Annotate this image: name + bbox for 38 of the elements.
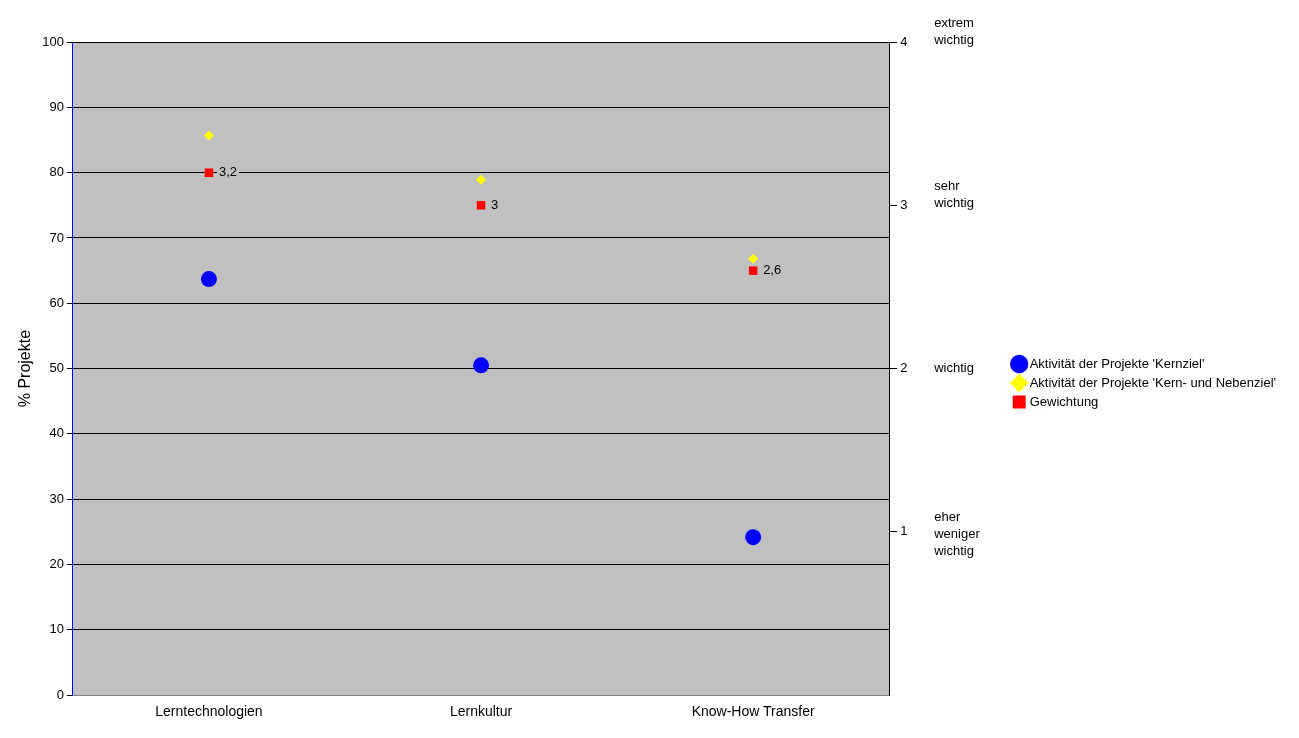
y-axis-title: % Projekte	[16, 329, 34, 408]
text: eher weniger wichtig	[933, 509, 981, 559]
text: wichtig	[933, 360, 974, 376]
y-tick-label: 80	[49, 164, 64, 180]
y-tick-label: 70	[49, 229, 64, 245]
y-tick-label: 0	[56, 686, 64, 702]
y-tick-label: 100	[42, 33, 64, 49]
point	[476, 201, 486, 210]
legend-label: Aktivität der Projekte 'Kernziel'	[1029, 355, 1205, 371]
point	[203, 130, 214, 141]
x-tick-label: Lerntechnologien	[155, 703, 263, 720]
y-tick-label: 40	[49, 425, 64, 441]
y-tick-label: 10	[49, 621, 64, 637]
point	[204, 168, 214, 177]
point	[476, 174, 487, 185]
y2-tick-label: 3	[900, 196, 908, 212]
legend-label: Gewichtung	[1029, 393, 1099, 409]
y2-tick-label: 1	[900, 523, 908, 539]
point	[748, 266, 758, 275]
y-tick-label: 20	[49, 556, 64, 572]
legend-label: Aktivität der Projekte 'Kern- und Nebenziel'	[1029, 374, 1276, 390]
data-label: 3	[491, 196, 499, 212]
y2-tick-label: 2	[900, 360, 908, 376]
point	[748, 253, 759, 264]
y2-tick-label: 4	[900, 33, 908, 49]
y-tick-label: 90	[49, 98, 64, 114]
y-tick-label: 60	[49, 294, 64, 310]
x-tick-label: Lernkultur	[449, 703, 513, 720]
text: sehr wichtig	[933, 177, 974, 210]
point	[200, 271, 217, 288]
point	[473, 357, 490, 374]
y-tick-label: 30	[49, 490, 64, 506]
text: extrem wichtig	[933, 14, 974, 47]
x-tick-label: Know-How Transfer	[691, 703, 815, 720]
y-tick-label: 50	[49, 360, 64, 376]
data-label: 2,6	[763, 262, 782, 278]
point	[745, 529, 762, 546]
data-label: 3,2	[218, 164, 238, 180]
